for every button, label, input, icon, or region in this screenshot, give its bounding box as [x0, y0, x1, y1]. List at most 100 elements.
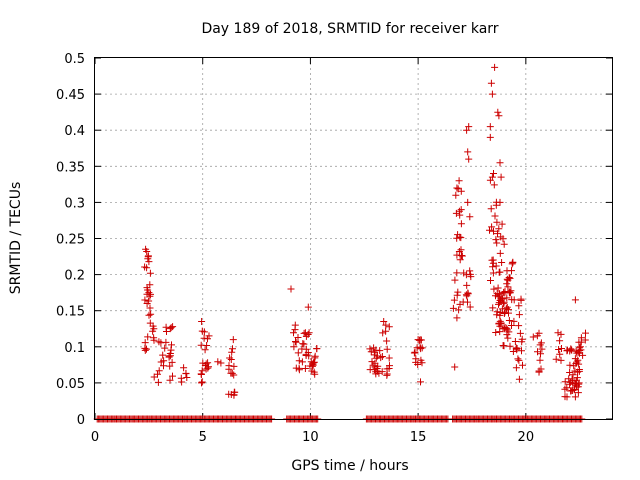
data-point — [310, 359, 317, 367]
data-point — [160, 362, 167, 370]
data-point — [182, 370, 190, 378]
data-point — [225, 390, 233, 398]
data-point — [145, 311, 153, 319]
data-point — [217, 359, 225, 367]
data-point — [507, 287, 515, 295]
data-point — [566, 361, 574, 369]
grid — [95, 58, 612, 419]
data-point — [499, 295, 507, 303]
data-point — [457, 234, 465, 242]
data-point — [144, 333, 152, 341]
data-point — [230, 391, 238, 399]
data-point — [290, 343, 298, 351]
data-point — [565, 375, 573, 383]
data-point — [515, 302, 523, 310]
data-point — [455, 177, 463, 185]
data-point — [491, 212, 499, 220]
data-point — [500, 240, 508, 248]
data-point — [504, 334, 512, 342]
data-point — [150, 334, 158, 342]
data-point — [200, 328, 208, 336]
data-point — [488, 256, 496, 264]
data-point — [376, 347, 384, 355]
data-point — [493, 239, 501, 247]
data-point — [534, 348, 541, 356]
data-point — [493, 311, 501, 319]
data-point — [515, 322, 523, 330]
data-point — [180, 364, 188, 372]
data-point — [505, 306, 512, 314]
data-point — [557, 356, 565, 364]
data-point — [417, 356, 425, 364]
data-point — [377, 354, 385, 362]
data-point — [496, 328, 504, 336]
data-point — [496, 198, 504, 206]
data-point — [537, 365, 545, 373]
data-point — [228, 348, 236, 356]
data-point — [290, 329, 297, 337]
data-point — [412, 358, 420, 366]
data-point — [494, 284, 502, 292]
data-point — [511, 338, 519, 345]
data-point — [486, 123, 494, 131]
data-point — [202, 360, 210, 368]
data-point — [309, 360, 317, 368]
data-point — [145, 258, 153, 266]
data-point — [291, 321, 299, 329]
data-point — [465, 155, 473, 163]
data-point — [150, 373, 158, 381]
data-point — [305, 329, 313, 337]
data-point — [313, 345, 321, 353]
data-point — [378, 353, 386, 360]
data-point — [464, 298, 471, 306]
data-point — [415, 336, 423, 344]
data-point — [510, 317, 518, 325]
data-point — [203, 342, 211, 349]
data-point — [366, 345, 374, 353]
data-point — [495, 268, 503, 276]
data-point — [455, 248, 463, 255]
data-point — [499, 235, 507, 243]
data-point — [571, 393, 579, 401]
data-point — [510, 296, 518, 304]
data-point — [155, 367, 163, 375]
data-point — [157, 358, 165, 366]
data-point — [517, 296, 525, 304]
data-point — [466, 267, 474, 275]
data-point — [294, 334, 302, 341]
data-point — [372, 370, 380, 378]
data-point — [490, 181, 498, 189]
data-point — [487, 79, 495, 87]
data-point — [454, 288, 462, 296]
data-point — [538, 345, 546, 353]
data-point — [183, 374, 191, 381]
data-point — [492, 236, 500, 244]
data-point — [558, 345, 565, 352]
data-point — [147, 310, 155, 318]
data-point — [496, 311, 504, 319]
data-point — [371, 363, 379, 371]
data-point — [567, 387, 575, 395]
data-point — [503, 294, 511, 302]
data-point — [298, 358, 306, 366]
data-point — [463, 281, 471, 289]
data-point — [287, 285, 295, 293]
data-point — [411, 348, 419, 356]
data-point — [370, 351, 378, 359]
chart-title: Day 189 of 2018, SRMTID for receiver kar… — [201, 21, 498, 37]
data-point — [496, 249, 504, 257]
data-point — [300, 340, 308, 348]
data-point — [227, 356, 235, 363]
data-point — [488, 90, 496, 98]
data-point — [382, 321, 390, 329]
data-point — [556, 337, 564, 345]
data-point — [496, 290, 504, 298]
tick-labels: 0 0.05 0.1 0.15 0.2 0.25 0.3 0.35 0.4 0.45 0.5 0 5 10… — [56, 52, 534, 445]
data-point — [493, 218, 501, 226]
data-point — [146, 292, 154, 300]
x-tick-label: 0 — [91, 430, 99, 445]
data-point — [489, 269, 497, 277]
data-point — [463, 292, 471, 300]
data-point — [487, 277, 494, 284]
y-tick-label: 0.1 — [64, 341, 85, 356]
